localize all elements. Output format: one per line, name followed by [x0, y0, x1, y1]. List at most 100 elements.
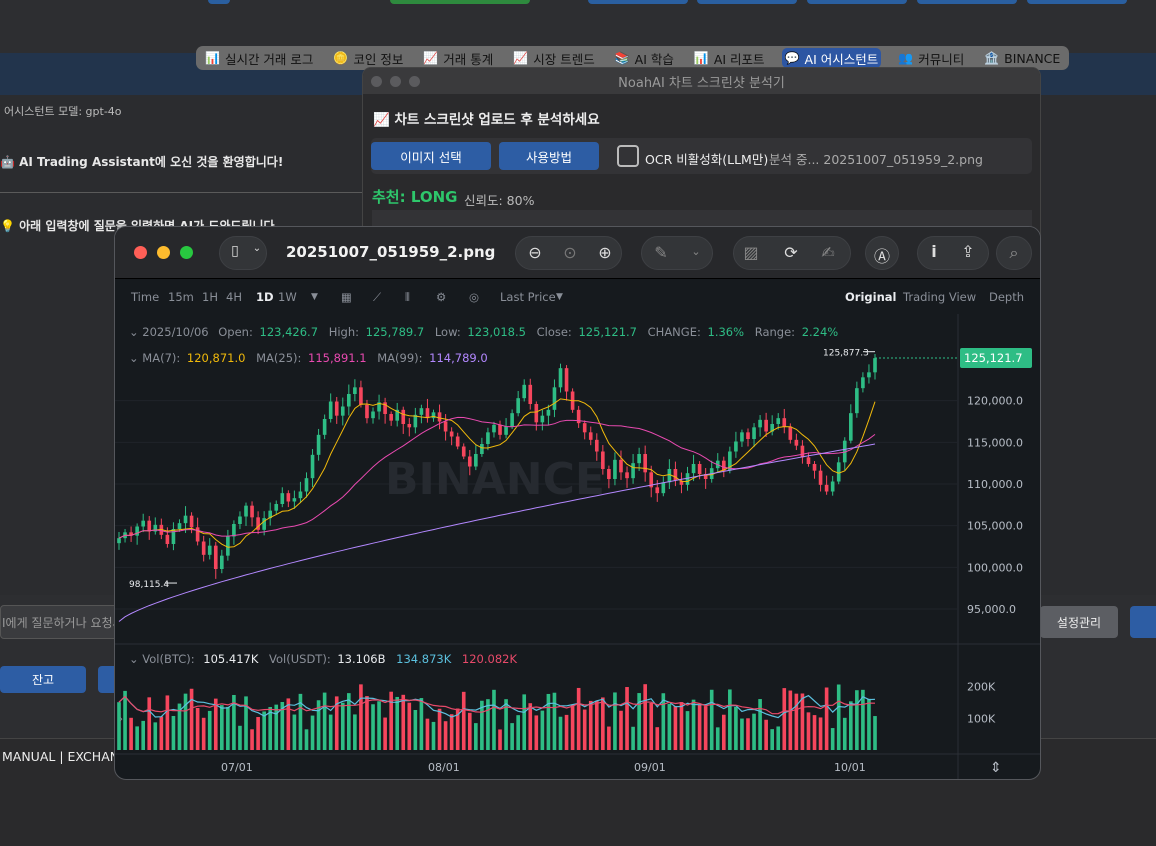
- tf-1d[interactable]: 1D: [256, 290, 274, 304]
- volume-bar: [213, 698, 218, 750]
- candle-type-icon[interactable]: ⫴: [405, 290, 410, 304]
- volume-bar: [220, 705, 224, 750]
- indicator-icon[interactable]: ⟋: [373, 290, 382, 304]
- price-type-chevron-icon[interactable]: ▼: [556, 292, 563, 302]
- minimize-window-icon[interactable]: [157, 246, 170, 259]
- more-tf-icon[interactable]: ▼: [311, 292, 318, 302]
- settings-button[interactable]: 설정관리: [1040, 606, 1118, 638]
- tab-7[interactable]: 👥 커뮤니티: [895, 48, 967, 68]
- side-button-right[interactable]: [1130, 606, 1156, 638]
- markup-icon[interactable]: Ⓐ: [873, 247, 890, 266]
- tf-1h[interactable]: 1H: [202, 290, 218, 304]
- close-window-icon[interactable]: [134, 246, 147, 259]
- volume-bar: [625, 687, 629, 750]
- candle-body: [298, 491, 303, 499]
- tf-time[interactable]: Time: [131, 290, 160, 304]
- current-price-label: 125,121.7: [964, 351, 1023, 365]
- expand-panel-icon[interactable]: ›: [119, 714, 123, 725]
- candle-body: [619, 459, 623, 473]
- calendar-icon[interactable]: ▦: [341, 290, 352, 304]
- view-depth[interactable]: Depth: [989, 290, 1025, 304]
- sidebar-toggle[interactable]: [219, 236, 267, 270]
- volume-bar: [703, 706, 708, 750]
- top-button-1[interactable]: [208, 0, 230, 4]
- volume-bar: [619, 710, 623, 750]
- volume-bar: [588, 700, 593, 750]
- tf-15m[interactable]: 15m: [168, 290, 194, 304]
- signature-icon[interactable]: ✍: [821, 243, 835, 262]
- tab-label: 코인 정보: [353, 51, 404, 67]
- top-button-7[interactable]: [1027, 0, 1127, 4]
- vol-collapse-icon[interactable]: ⌄: [129, 652, 143, 666]
- balance-button[interactable]: 잔고: [0, 666, 86, 693]
- ohlc-range: 2.24%: [801, 325, 839, 339]
- top-button-3[interactable]: [588, 0, 688, 4]
- ma-collapse-icon[interactable]: ⌄: [129, 351, 143, 365]
- price-type-select[interactable]: Last Price: [500, 290, 556, 304]
- volume-tick-label: 100K: [967, 712, 996, 725]
- top-button-2[interactable]: [390, 0, 530, 4]
- chat-input-placeholder: I에게 질문하거나 요청사: [2, 616, 124, 630]
- tab-1[interactable]: 🪙 코인 정보: [330, 48, 406, 68]
- candle-body: [461, 446, 466, 457]
- volume-bar: [371, 704, 375, 750]
- candle-body: [836, 462, 841, 482]
- tab-4[interactable]: 📚 AI 학습: [612, 48, 677, 68]
- settings-icon[interactable]: ⚙: [436, 290, 447, 304]
- zoom-out-icon[interactable]: ⊖: [528, 243, 542, 262]
- volume-bar: [365, 696, 369, 750]
- view-original[interactable]: Original: [845, 290, 897, 304]
- volume-bar: [322, 692, 327, 750]
- zoom-window-icon[interactable]: [180, 246, 193, 259]
- tf-4h[interactable]: 4H: [226, 290, 242, 304]
- volume-bar: [679, 702, 684, 750]
- tab-2[interactable]: 📈 거래 통계: [420, 48, 496, 68]
- top-button-5[interactable]: [807, 0, 907, 4]
- volume-bar: [522, 694, 527, 750]
- tab-5[interactable]: 📊 AI 리포트: [691, 48, 768, 68]
- volume-bar: [728, 689, 732, 750]
- candle-body: [292, 498, 297, 502]
- fit-screen-icon[interactable]: ⇕: [990, 760, 1002, 776]
- zoom-window-icon[interactable]: [409, 76, 420, 87]
- drawing-icon[interactable]: ◎: [469, 290, 480, 304]
- info-icon[interactable]: i: [931, 242, 937, 261]
- tf-1w[interactable]: 1W: [278, 290, 297, 304]
- secondary-button[interactable]: [98, 666, 118, 693]
- volume-bar: [564, 714, 569, 750]
- low-marker-label: 98,115.4: [129, 580, 169, 590]
- adjust-color-icon[interactable]: ▨: [743, 243, 759, 262]
- price-tick-label: 120,000.0: [967, 395, 1023, 408]
- tab-3[interactable]: 📈 시장 트렌드: [510, 48, 597, 68]
- ma25-value: 115,891.1: [308, 351, 367, 365]
- welcome-message: 🤖 AI Trading Assistant에 오신 것을 환영합니다!: [0, 155, 284, 169]
- tab-6[interactable]: 💬 AI 어시스턴트: [781, 48, 882, 68]
- actual-size-icon[interactable]: ⊙: [563, 243, 577, 262]
- ocr-checkbox[interactable]: [617, 145, 639, 167]
- top-button-6[interactable]: [917, 0, 1017, 4]
- ma25-line: [118, 416, 876, 539]
- tab-8[interactable]: 🏦 BINANCE: [981, 48, 1063, 68]
- share-icon[interactable]: ⇪: [961, 242, 975, 261]
- chevron-down-icon[interactable]: ⌄: [691, 245, 701, 258]
- minimize-window-icon[interactable]: [390, 76, 401, 87]
- volume-bar: [226, 706, 230, 750]
- ohlc-collapse-icon[interactable]: ⌄: [129, 325, 143, 339]
- candlestick-chart[interactable]: BINANCE 125,877.3 98,115.4 120,000.0 115,000…: [115, 314, 1040, 780]
- pen-icon[interactable]: ✎: [654, 243, 668, 262]
- volume-bar: [340, 702, 345, 750]
- zoom-in-icon[interactable]: ⊕: [598, 243, 612, 262]
- volume-bar: [824, 687, 829, 750]
- howto-button[interactable]: 사용방법: [499, 142, 599, 170]
- rotate-icon[interactable]: ⟳: [784, 243, 798, 262]
- select-image-button[interactable]: 이미지 선택: [371, 142, 491, 170]
- close-window-icon[interactable]: [371, 76, 382, 87]
- search-icon[interactable]: ⌕: [1009, 243, 1019, 262]
- top-button-4[interactable]: [697, 0, 797, 4]
- view-trading-view[interactable]: Trading View: [903, 290, 977, 304]
- volume-bar: [129, 717, 133, 750]
- candle-body: [812, 464, 817, 471]
- vol-usdt-label: Vol(USDT):: [269, 652, 331, 666]
- tab-0[interactable]: 📊 실시간 거래 로그: [202, 48, 316, 68]
- volume-bar: [195, 707, 200, 750]
